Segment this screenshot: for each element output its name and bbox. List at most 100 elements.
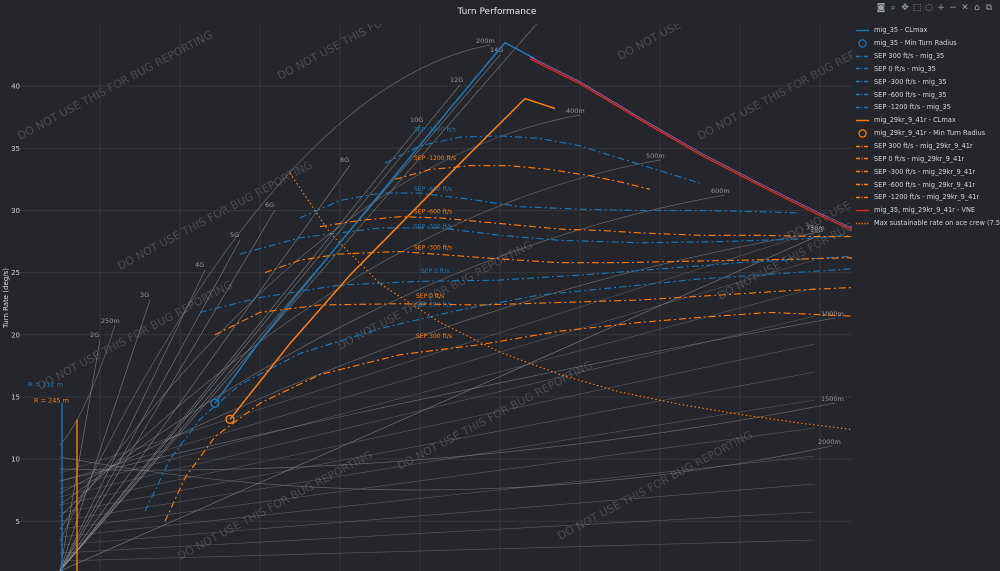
- sep-curve-label: SEP -1200 ft/s: [414, 126, 456, 133]
- chart-legend: mig_35 - CLmax mig_35 - Min Turn Radius SE…: [856, 24, 1000, 230]
- camera-icon[interactable]: ◙: [876, 3, 886, 13]
- series-line[interactable]: [384, 135, 701, 184]
- min-turn-radius-marker[interactable]: [210, 398, 220, 408]
- series-line[interactable]: [229, 97, 556, 420]
- sep-curve-label: SEP -300 ft/s: [414, 223, 452, 230]
- y-tick-label: 30: [11, 207, 20, 215]
- reset-axes-icon[interactable]: ⌂: [974, 3, 980, 13]
- sep-fan-line: [59, 231, 816, 474]
- radius-line-label: 250m: [101, 317, 120, 325]
- min-turn-radius-marker[interactable]: [225, 414, 235, 425]
- pan-icon[interactable]: ✥: [901, 3, 909, 13]
- series-line[interactable]: [214, 287, 970, 425]
- legend-item[interactable]: SEP 0 ft/s - mig_35: [856, 63, 1000, 76]
- series-line[interactable]: [164, 311, 930, 522]
- legend-item[interactable]: mig_35 - CLmax: [856, 24, 1000, 37]
- g-line: [59, 269, 206, 571]
- y-tick-label: 35: [11, 145, 20, 153]
- y-tick-label: 40: [11, 83, 20, 91]
- box-select-icon[interactable]: ⬚: [912, 3, 922, 13]
- legend-item[interactable]: mig_35 - Min Turn Radius: [856, 37, 1000, 50]
- legend-item[interactable]: Max sustainable rate on ace crew (7.5G): [856, 217, 1000, 230]
- legend-swatch-icon: [856, 222, 869, 224]
- radius-line-label: 750m: [806, 224, 825, 232]
- g-line-label: 5G: [230, 231, 239, 239]
- watermark-text: DO NOT USE THIS FOR BUG REPORTING: [35, 278, 235, 392]
- sep-fan-line: [59, 287, 816, 490]
- watermark-text: DO NOT USE THIS FOR BUG REPORTING: [895, 408, 1000, 522]
- g-line: [59, 84, 461, 571]
- watermark-text: DO NOT USE THIS FOR BUG REPORTING: [555, 428, 755, 542]
- zoom-in-icon[interactable]: +: [937, 3, 945, 13]
- radius-line: [59, 114, 581, 530]
- legend-label: SEP -300 ft/s - mig_35: [874, 77, 947, 86]
- legend-swatch-icon: [856, 196, 869, 199]
- legend-swatch-icon: [856, 93, 869, 96]
- g-line: [59, 339, 101, 571]
- legend-item[interactable]: SEP 0 ft/s - mig_29kr_9_41r: [856, 152, 1000, 165]
- legend-label: SEP -300 ft/s - mig_29kr_9_41r: [874, 167, 976, 176]
- legend-label: SEP 300 ft/s - mig_35: [874, 52, 945, 61]
- series-line[interactable]: [214, 41, 536, 404]
- sep-fan-line: [59, 483, 816, 546]
- g-line-label: 8G: [340, 156, 349, 164]
- sep-fan-line: [59, 539, 816, 562]
- legend-item[interactable]: SEP -1200 ft/s - mig_35: [856, 101, 1000, 114]
- series-line[interactable]: [394, 165, 651, 190]
- legend-item[interactable]: SEP -600 ft/s - mig_35: [856, 88, 1000, 101]
- g-line-label: 10G: [410, 116, 423, 124]
- sep-curve-label: SEP 0 ft/s: [416, 293, 444, 300]
- legend-swatch-icon: [856, 158, 869, 160]
- sep-fan-line: [59, 315, 816, 498]
- legend-item[interactable]: SEP -300 ft/s - mig_35: [856, 75, 1000, 88]
- y-tick-label: 15: [11, 393, 20, 401]
- legend-label: SEP 0 ft/s - mig_35: [874, 64, 936, 73]
- sep-curve-label: SEP 0 ft/s: [421, 268, 449, 275]
- watermark-text: DO NOT USE THIS FOR BUG REPORTING: [15, 28, 215, 142]
- sep-fan-line: [59, 511, 816, 554]
- zoom-icon[interactable]: ⌕: [890, 3, 896, 13]
- y-tick-label: 20: [11, 331, 20, 339]
- g-line: [59, 54, 501, 571]
- legend-label: mig_29kr_9_41r - Min Turn Radius: [874, 129, 986, 138]
- legend-swatch-icon: [856, 145, 869, 147]
- legend-item[interactable]: SEP -300 ft/s - mig_29kr_9_41r: [856, 165, 1000, 178]
- sep-curve-label: SEP -1200 ft/s: [414, 155, 456, 162]
- series-line[interactable]: [144, 268, 925, 512]
- series-line[interactable]: [239, 227, 975, 400]
- autoscale-icon[interactable]: ✕: [961, 3, 969, 13]
- legend-item[interactable]: mig_29kr_9_41r - Min Turn Radius: [856, 127, 1000, 140]
- modebar-toolbar: ◙ ⌕ ✥ ⬚ ◌ + − ✕ ⌂ ⧉: [876, 1, 994, 15]
- legend-label: SEP -1200 ft/s - mig_35: [874, 103, 951, 112]
- g-line: [59, 234, 821, 571]
- legend-item[interactable]: mig_29kr_9_41r - CLmax: [856, 114, 1000, 127]
- series-line[interactable]: [529, 58, 925, 262]
- legend-item[interactable]: SEP 300 ft/s - mig_35: [856, 50, 1000, 63]
- legend-label: mig_35 - Min Turn Radius: [874, 39, 957, 48]
- g-line-label: 18G: [810, 226, 823, 234]
- legend-item[interactable]: SEP 300 ft/s - mig_29kr_9_41r: [856, 140, 1000, 153]
- radius-line: [59, 231, 821, 494]
- zoom-out-icon[interactable]: −: [949, 3, 957, 13]
- sep-curve-label: SEP 300 ft/s: [416, 302, 452, 309]
- legend-swatch-icon: [856, 209, 869, 211]
- sep-curve-label: SEP 300 ft/s: [416, 333, 452, 340]
- legend-item[interactable]: SEP -600 ft/s - mig_29kr_9_41r: [856, 178, 1000, 191]
- series-line[interactable]: [289, 172, 920, 438]
- lasso-icon[interactable]: ◌: [925, 3, 933, 13]
- plotly-logo-icon[interactable]: ⧉: [985, 3, 993, 13]
- legend-item[interactable]: mig_35, mig_29kr_9_41r - VNE: [856, 204, 1000, 217]
- g-line-label: 12G: [450, 76, 463, 84]
- series-line[interactable]: [319, 216, 880, 242]
- g-line: [59, 239, 241, 571]
- legend-item[interactable]: SEP -1200 ft/s - mig_29kr_9_41r: [856, 191, 1000, 204]
- series-line[interactable]: [299, 192, 801, 219]
- radius-line-label: 500m: [646, 152, 665, 160]
- radius-line: [59, 445, 833, 491]
- legend-swatch-icon: [856, 29, 869, 32]
- y-axis-title: Turn Rate (deg/s): [2, 268, 10, 329]
- g-line: [59, 124, 421, 571]
- grid-lines: [20, 24, 852, 571]
- series-line[interactable]: [199, 255, 970, 432]
